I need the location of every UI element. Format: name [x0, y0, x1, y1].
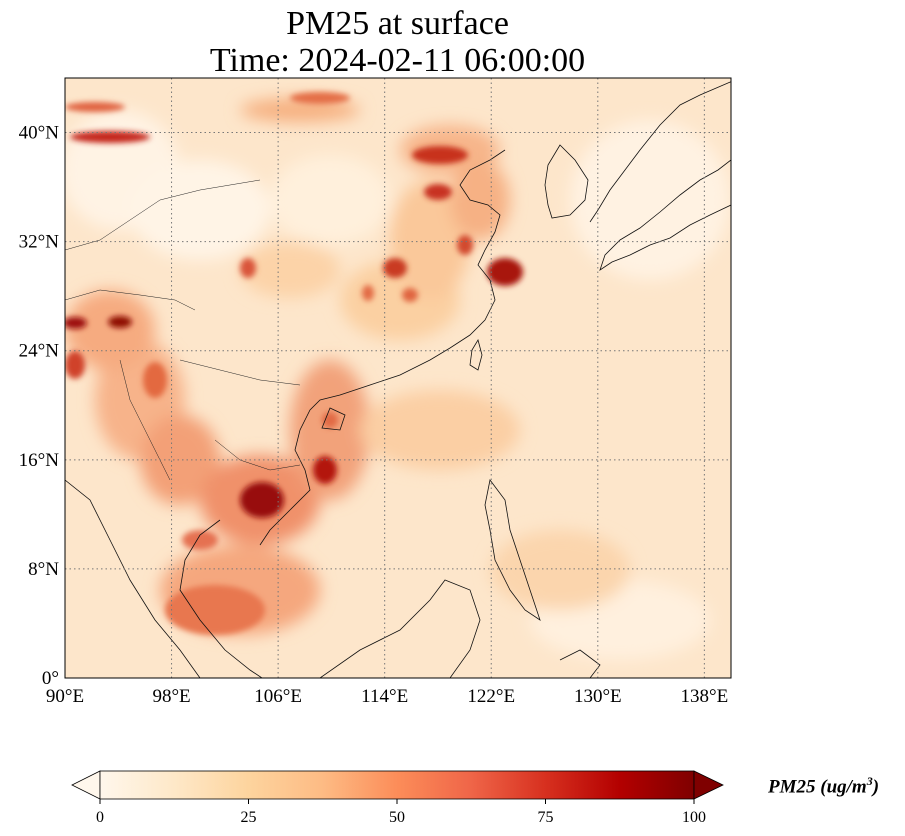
- hainan: [321, 407, 346, 431]
- sulawesi: [559, 649, 601, 678]
- colorbar-ticks: 0 25 50 75 100: [96, 799, 706, 826]
- colorbar-tick-label: 75: [538, 809, 554, 826]
- korea-peninsula: [544, 144, 589, 219]
- russia-coast: [589, 81, 731, 223]
- gridlines: [65, 78, 731, 678]
- y-tick-label: 8°N: [28, 559, 59, 580]
- y-tick-label: 0°: [42, 668, 59, 689]
- y-tick-label: 24°N: [19, 341, 60, 362]
- pm25-field: [65, 78, 731, 678]
- y-tick-labels: 0° 8°N 16°N 24°N 32°N 40°N: [19, 123, 60, 689]
- x-tick-label: 138°E: [681, 686, 729, 707]
- x-tick-label: 106°E: [254, 686, 302, 707]
- y-tick-label: 16°N: [19, 450, 60, 471]
- x-tick-label: 98°E: [152, 686, 190, 707]
- border-china-south: [65, 289, 196, 311]
- taiwan: [469, 338, 483, 371]
- x-tick-label: 90°E: [46, 686, 84, 707]
- border-china-west: [65, 179, 261, 251]
- map-frame: [64, 77, 732, 679]
- malay-peninsula: [179, 519, 263, 678]
- border-thailand-cambodia: [214, 439, 301, 471]
- map-subtitle: Time: 2024-02-11 06:00:00: [209, 42, 586, 79]
- philippines: [484, 479, 541, 621]
- colorbar-extend-min: [71, 770, 101, 800]
- border-laos-vietnam: [179, 359, 301, 386]
- x-tick-label: 130°E: [574, 686, 622, 707]
- colorbar-gradient: [99, 770, 695, 800]
- colorbar-tick-label: 25: [241, 809, 257, 826]
- map-title: PM25 at surface: [286, 5, 509, 42]
- colorbar-label: PM25 (ug/m3): [768, 774, 880, 798]
- x-tick-label: 122°E: [467, 686, 515, 707]
- colorbar-tick-label: 0: [96, 809, 104, 826]
- colorbar-tick-label: 100: [682, 809, 706, 826]
- y-tick-label: 32°N: [19, 232, 60, 253]
- sumatra: [65, 479, 201, 678]
- field-blobs: [65, 98, 730, 660]
- japan-coast: [599, 159, 731, 271]
- borneo: [319, 579, 481, 678]
- colorbar-extend-max: [693, 770, 724, 800]
- field-hotspots: [65, 92, 523, 635]
- colorbar-tick-label: 50: [389, 809, 405, 826]
- colorbar: 0 25 50 75 100: [71, 770, 724, 826]
- x-tick-labels: 90°E 98°E 106°E 114°E 122°E 130°E 138°E: [46, 686, 728, 707]
- y-tick-label: 40°N: [19, 123, 60, 144]
- x-tick-label: 114°E: [361, 686, 408, 707]
